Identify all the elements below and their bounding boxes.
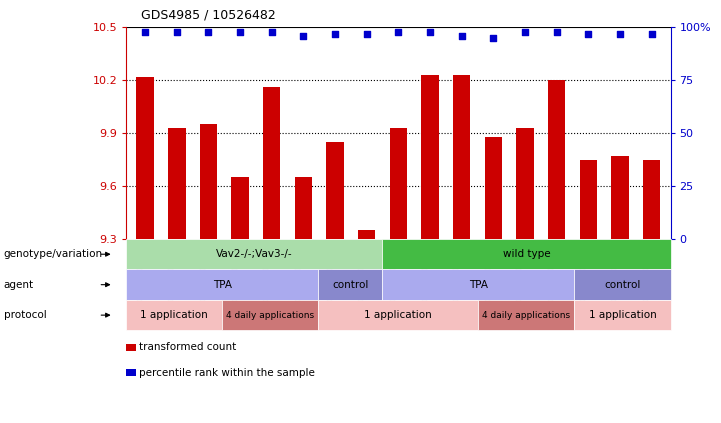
Bar [453,75,470,239]
Point [361,30,373,37]
Point [298,33,309,39]
Text: Vav2-/-;Vav3-/-: Vav2-/-;Vav3-/- [216,249,293,259]
Bar [295,177,312,239]
Point [519,28,531,35]
Bar [200,124,217,239]
Text: 1 application: 1 application [588,310,656,320]
Point [171,28,182,35]
Bar [358,230,376,239]
Bar [548,80,565,239]
Text: agent: agent [4,280,34,290]
Point [487,35,499,41]
Text: protocol: protocol [4,310,46,320]
Text: 4 daily applications: 4 daily applications [226,310,314,320]
Point [266,28,278,35]
Bar [263,88,280,239]
Point [234,28,246,35]
Text: genotype/variation: genotype/variation [4,249,102,259]
Text: control: control [604,280,641,290]
Point [424,28,435,35]
Bar [643,160,660,239]
Point [551,28,562,35]
Text: 4 daily applications: 4 daily applications [482,310,570,320]
Point [646,30,658,37]
Text: TPA: TPA [213,280,231,290]
Bar [231,177,249,239]
Text: 1 application: 1 application [365,310,432,320]
Point [583,30,594,37]
Bar [168,128,185,239]
Bar [516,128,534,239]
Bar [611,156,629,239]
Text: GDS4985 / 10526482: GDS4985 / 10526482 [141,8,275,21]
Point [456,33,467,39]
Bar [580,160,597,239]
Point [392,28,404,35]
Text: percentile rank within the sample: percentile rank within the sample [139,368,315,378]
Point [139,28,151,35]
Text: 1 application: 1 application [141,310,208,320]
Bar [485,137,502,239]
Bar [327,142,344,239]
Point [203,28,214,35]
Bar [421,75,438,239]
Bar [389,128,407,239]
Bar [136,77,154,239]
Point [329,30,341,37]
Text: TPA: TPA [469,280,488,290]
Point [614,30,626,37]
Text: wild type: wild type [503,249,550,259]
Text: control: control [332,280,368,290]
Text: transformed count: transformed count [139,342,236,352]
